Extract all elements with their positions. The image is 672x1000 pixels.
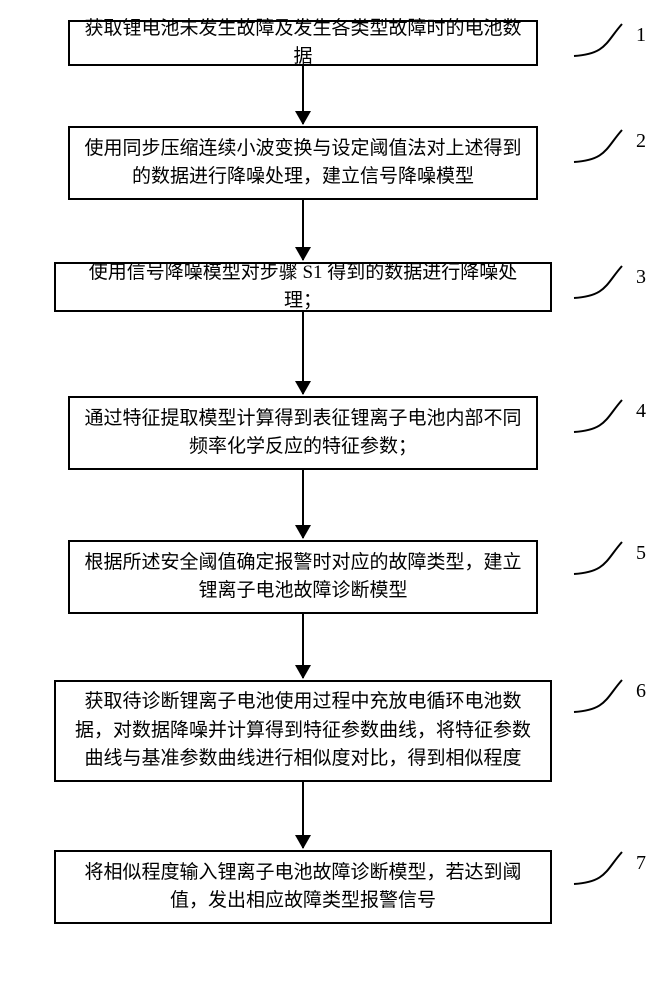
flow-node-text: 根据所述安全阈值确定报警时对应的故障类型，建立锂离子电池故障诊断模型 xyxy=(84,549,522,606)
label-connector-1 xyxy=(570,20,626,60)
flow-arrow-3 xyxy=(302,312,304,394)
flow-node-text: 获取待诊断锂离子电池使用过程中充放电循环电池数据，对数据降噪并计算得到特征参数曲… xyxy=(70,688,536,774)
flow-node-text: 通过特征提取模型计算得到表征锂离子电池内部不同频率化学反应的特征参数； xyxy=(84,405,522,462)
flow-node-1: 获取锂电池未发生故障及发生各类型故障时的电池数据 xyxy=(68,20,538,66)
step-label-7: 7 xyxy=(636,852,646,875)
label-connector-7 xyxy=(570,848,626,888)
step-label-1: 1 xyxy=(636,24,646,47)
flow-node-7: 将相似程度输入锂离子电池故障诊断模型，若达到阈值，发出相应故障类型报警信号 xyxy=(54,850,552,924)
step-label-5: 5 xyxy=(636,542,646,565)
flow-node-4: 通过特征提取模型计算得到表征锂离子电池内部不同频率化学反应的特征参数； xyxy=(68,396,538,470)
label-connector-4 xyxy=(570,396,626,436)
flow-node-5: 根据所述安全阈值确定报警时对应的故障类型，建立锂离子电池故障诊断模型 xyxy=(68,540,538,614)
flow-arrow-2 xyxy=(302,200,304,260)
flow-arrow-6 xyxy=(302,782,304,848)
step-label-4: 4 xyxy=(636,400,646,423)
step-label-2: 2 xyxy=(636,130,646,153)
label-connector-5 xyxy=(570,538,626,578)
flow-node-text: 使用同步压缩连续小波变换与设定阈值法对上述得到的数据进行降噪处理，建立信号降噪模… xyxy=(84,135,522,192)
label-connector-2 xyxy=(570,126,626,166)
flow-node-text: 使用信号降噪模型对步骤 S1 得到的数据进行降噪处理； xyxy=(70,259,536,316)
label-connector-3 xyxy=(570,262,626,302)
step-label-6: 6 xyxy=(636,680,646,703)
flow-arrow-4 xyxy=(302,470,304,538)
flow-node-6: 获取待诊断锂离子电池使用过程中充放电循环电池数据，对数据降噪并计算得到特征参数曲… xyxy=(54,680,552,782)
flow-node-2: 使用同步压缩连续小波变换与设定阈值法对上述得到的数据进行降噪处理，建立信号降噪模… xyxy=(68,126,538,200)
flow-node-text: 获取锂电池未发生故障及发生各类型故障时的电池数据 xyxy=(84,15,522,72)
flow-node-text: 将相似程度输入锂离子电池故障诊断模型，若达到阈值，发出相应故障类型报警信号 xyxy=(70,859,536,916)
flow-arrow-5 xyxy=(302,614,304,678)
flow-arrow-1 xyxy=(302,66,304,124)
flow-node-3: 使用信号降噪模型对步骤 S1 得到的数据进行降噪处理； xyxy=(54,262,552,312)
label-connector-6 xyxy=(570,676,626,716)
flowchart-canvas: 获取锂电池未发生故障及发生各类型故障时的电池数据使用同步压缩连续小波变换与设定阈… xyxy=(0,0,672,1000)
step-label-3: 3 xyxy=(636,266,646,289)
